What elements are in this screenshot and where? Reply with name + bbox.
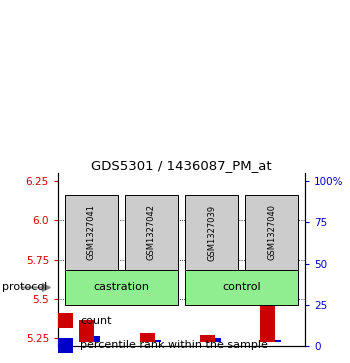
Title: GDS5301 / 1436087_PM_at: GDS5301 / 1436087_PM_at <box>91 159 272 172</box>
Text: GSM1327042: GSM1327042 <box>147 204 156 261</box>
Bar <box>140 333 155 342</box>
Bar <box>185 195 238 270</box>
Text: control: control <box>223 282 261 293</box>
Text: GSM1327040: GSM1327040 <box>267 204 276 261</box>
Bar <box>275 340 281 342</box>
Bar <box>58 338 73 353</box>
Text: castration: castration <box>93 282 149 293</box>
Bar <box>94 336 100 342</box>
Bar <box>215 338 221 342</box>
Bar <box>79 320 94 342</box>
Text: GSM1327041: GSM1327041 <box>87 204 96 261</box>
Text: percentile rank within the sample: percentile rank within the sample <box>80 340 268 351</box>
Text: GSM1327039: GSM1327039 <box>207 204 216 261</box>
Bar <box>125 195 178 270</box>
Bar <box>65 270 178 305</box>
Bar <box>245 195 298 270</box>
Text: protocol: protocol <box>2 282 47 293</box>
Bar <box>185 270 298 305</box>
Bar <box>200 335 215 342</box>
Bar <box>260 207 275 342</box>
Text: count: count <box>80 315 112 326</box>
Bar <box>155 340 161 342</box>
Bar <box>65 195 118 270</box>
Bar <box>58 313 73 328</box>
